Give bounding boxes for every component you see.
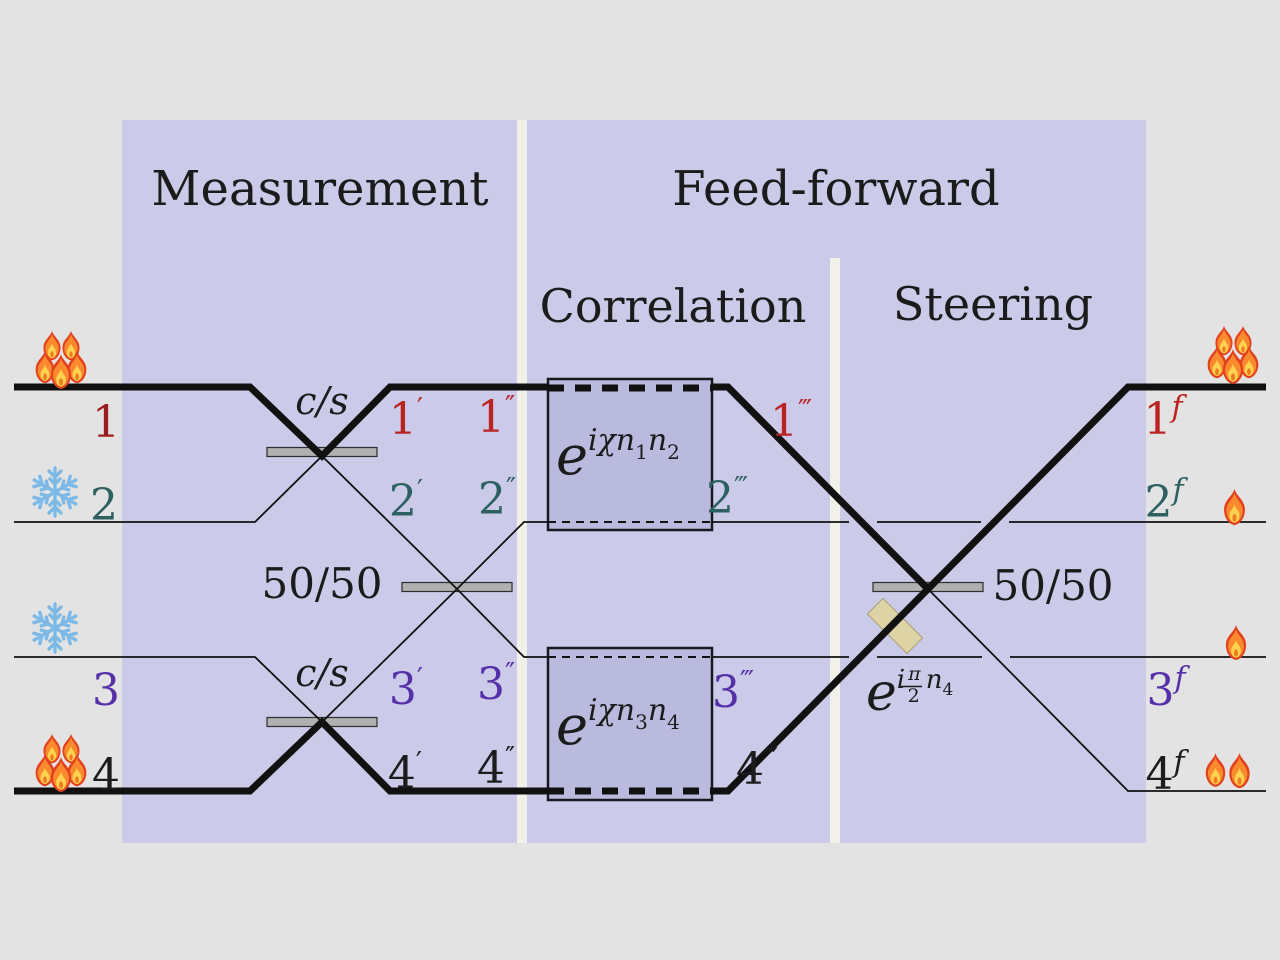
steering-output-4f-path <box>927 588 1266 792</box>
feed-forward-title: Feed-forward <box>672 161 999 217</box>
mode3-prime-label: 3′ <box>389 663 423 715</box>
mode2-tprime-label: 2‴ <box>706 472 748 524</box>
measurement-title: Measurement <box>151 161 488 217</box>
mode1-prime-label: 1′ <box>389 393 423 445</box>
steering-title: Steering <box>893 277 1093 331</box>
mode3-path-left <box>14 587 548 724</box>
mode1-tprime-label: 1‴ <box>770 395 812 447</box>
bs-5050-mid-label: 50/50 <box>261 559 382 608</box>
panel-gap-left <box>517 120 527 843</box>
mode2-input-label: 2 <box>90 480 118 531</box>
mode4-dprime-label: 4″ <box>477 742 515 794</box>
mode4-tprime-label: 4‴ <box>736 743 778 795</box>
gate-n3n4-label: eiχn3n4 <box>556 693 680 757</box>
mode2-dprime-label: 2″ <box>478 473 516 525</box>
mode1-input-label: 1 <box>92 397 120 448</box>
mode1-path-to-steering <box>712 383 931 592</box>
cs-top-label: c/s <box>295 379 349 423</box>
bs-5050-steering-label: 50/50 <box>992 561 1113 610</box>
panel-gap-correlation-steering <box>830 258 840 843</box>
mode2-path-left <box>14 454 548 591</box>
mode4-prime-label: 4′ <box>388 747 422 799</box>
mode3-tprime-label: 3‴ <box>712 666 754 718</box>
mode3-input-label: 3 <box>92 665 120 716</box>
mode4-path-left <box>14 717 548 795</box>
mode1-final-label: 1f <box>1143 390 1187 445</box>
gate-n1n2-label: eiχn1n2 <box>556 423 680 487</box>
mode4-final-label: 4f <box>1145 745 1189 800</box>
waveplate-label: ei π 2n4 <box>866 663 953 723</box>
mode4-input-label: 4 <box>92 750 120 801</box>
mode2-prime-label: 2′ <box>389 475 423 527</box>
mode3-dprime-label: 3″ <box>477 658 515 710</box>
gate-box-n1n2 <box>546 377 714 532</box>
mode1-dprime-label: 1″ <box>477 391 515 443</box>
measurement-panel <box>122 120 517 843</box>
correlation-title: Correlation <box>540 279 807 333</box>
mode1-path-left <box>14 383 548 461</box>
gate-box-n3n4 <box>546 646 714 802</box>
beamsplitter-bar-5050-mid <box>401 581 513 593</box>
cs-bottom-label: c/s <box>295 651 349 695</box>
mode4-path-to-1f <box>712 383 1266 795</box>
